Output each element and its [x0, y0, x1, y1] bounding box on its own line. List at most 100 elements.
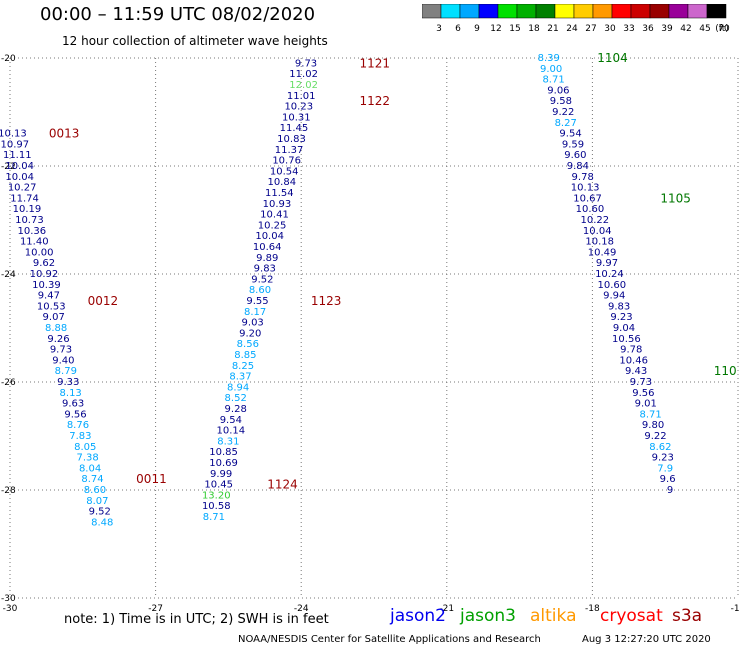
track: 10.1310.9711.1110.0410.0410.2711.7410.19…	[0, 129, 113, 529]
wave-height-point: 10.04	[255, 231, 284, 242]
wave-height-point: 10.41	[260, 210, 289, 221]
track: 9.7311.0212.0211.0110.2310.3111.4510.831…	[202, 58, 318, 523]
wave-height-point: 9.83	[608, 301, 630, 312]
wave-height-point: 8.76	[67, 420, 89, 431]
wave-height-point: 9.26	[47, 334, 69, 345]
color-scale-legend: 3 6 9 12 15 18 21 24 27 30 33 36 39 42 45 70(ft)	[422, 4, 730, 34]
wave-height-point: 8.48	[91, 517, 113, 528]
wave-height-point: 10.76	[272, 156, 301, 167]
scale-tick-label: 24	[566, 24, 578, 34]
orbit-pass-label: 1123	[311, 294, 342, 308]
wave-height-point: 9.54	[559, 129, 581, 140]
wave-height-point: 10.31	[282, 112, 311, 123]
wave-height-point: 10.46	[619, 355, 648, 366]
wave-height-point: 8.71	[542, 75, 564, 86]
wave-height-point: 10.04	[5, 172, 34, 183]
wave-height-point: 8.13	[60, 388, 82, 399]
orbit-pass-label: 1104	[597, 51, 628, 65]
wave-height-point: 10.93	[263, 199, 292, 210]
wave-height-point: 11.74	[10, 193, 39, 204]
scale-tick-label: 39	[661, 24, 673, 34]
wave-height-point: 11.40	[20, 237, 49, 248]
orbit-pass-label: 1124	[267, 478, 298, 492]
wave-height-point: 9.58	[550, 96, 572, 107]
wave-height-point: 10.60	[597, 280, 626, 291]
wave-height-point: 9.54	[220, 415, 242, 426]
wave-height-point: 7.83	[69, 431, 91, 442]
wave-height-point: 10.97	[1, 139, 30, 150]
scale-tick-label: 42	[680, 24, 691, 34]
orbit-pass-label: 0011	[136, 472, 167, 486]
wave-height-point: 10.19	[13, 204, 42, 215]
wave-height-point: 9.04	[613, 323, 635, 334]
scale-swatch	[706, 4, 727, 19]
wave-height-point: 11.54	[265, 188, 294, 199]
wave-height-point: 11.37	[275, 145, 304, 156]
wave-height-point: 9.6	[660, 474, 676, 485]
wave-height-point: 10.92	[30, 269, 59, 280]
scale-tick-label: 36	[642, 24, 654, 34]
scale-tick-label: 27	[585, 24, 596, 34]
wave-height-point: 10.00	[25, 247, 54, 258]
wave-height-point: 10.64	[253, 242, 282, 253]
wave-height-point: 8.56	[237, 339, 259, 350]
wave-height-point: 10.49	[588, 247, 617, 258]
wave-height-point: 9.73	[630, 377, 652, 388]
wave-height-point: 8.17	[244, 307, 266, 318]
wave-height-point: 9.59	[562, 139, 584, 150]
wave-height-point: 9.56	[632, 388, 654, 399]
satellite-jason3: jason3	[460, 606, 516, 626]
wave-height-point: 9.73	[50, 345, 72, 356]
wave-height-point: 8.31	[217, 436, 239, 447]
wave-height-point: 10.84	[267, 177, 296, 188]
track: 8.399.008.719.069.589.228.279.549.599.60…	[538, 53, 676, 496]
scale-tick-label: 3	[436, 24, 442, 34]
wave-height-point: 10.27	[8, 183, 37, 194]
orbit-pass-label: 110	[714, 364, 737, 378]
wave-height-point: 11.11	[3, 150, 32, 161]
wave-height-point: 10.54	[270, 166, 299, 177]
scale-tick-label: 15	[509, 24, 520, 34]
wave-height-point: 8.25	[232, 361, 254, 372]
wave-height-point: 9.52	[251, 274, 273, 285]
wave-height-point: 10.25	[258, 220, 287, 231]
wave-height-point: 10.22	[581, 215, 610, 226]
wave-height-point: 8.71	[640, 409, 662, 420]
wave-height-point: 9	[667, 485, 673, 496]
generation-timestamp: Aug 3 12:27:20 UTC 2020	[582, 634, 711, 645]
wave-height-point: 8.39	[538, 53, 560, 64]
wave-height-point: 9.80	[642, 420, 664, 431]
wave-height-point: 9.63	[62, 399, 84, 410]
y-tick-label: -24	[1, 270, 16, 280]
wave-height-point: 9.60	[564, 150, 586, 161]
wave-height-point: 9.99	[210, 469, 232, 480]
y-tick-label: -20	[1, 54, 16, 64]
page-title: 00:00 – 11:59 UTC 08/02/2020	[40, 4, 316, 25]
wave-height-point: 9.28	[225, 404, 247, 415]
wave-height-point: 10.56	[612, 334, 641, 345]
scale-tick-label: 6	[455, 24, 461, 34]
wave-height-point: 7.9	[657, 463, 673, 474]
wave-height-point: 11.45	[280, 123, 309, 134]
wave-height-point: 9.06	[547, 85, 569, 96]
wave-height-point: 9.33	[57, 377, 79, 388]
wave-height-point: 8.04	[79, 463, 101, 474]
wave-height-point: 10.85	[209, 447, 238, 458]
orbit-pass-label: 0013	[49, 127, 80, 141]
wave-height-point: 12.02	[289, 80, 318, 91]
satellite-jason2: jason2	[390, 606, 446, 626]
wave-height-point: 9.22	[644, 431, 666, 442]
wave-height-point: 10.04	[583, 226, 612, 237]
wave-height-point: 10.23	[284, 102, 313, 113]
wave-height-point: 9.83	[254, 264, 276, 275]
wave-height-point: 8.74	[81, 474, 103, 485]
scale-tick-label: 30	[604, 24, 616, 34]
scale-tick-label: 12	[490, 24, 501, 34]
wave-height-point: 10.67	[573, 193, 602, 204]
y-tick-label: -22	[1, 162, 16, 172]
scale-tick-label: 70	[718, 24, 730, 34]
scale-unit-label: (ft)	[715, 24, 729, 34]
wave-height-point: 9.47	[38, 291, 60, 302]
x-tick-label: -15	[731, 604, 740, 614]
